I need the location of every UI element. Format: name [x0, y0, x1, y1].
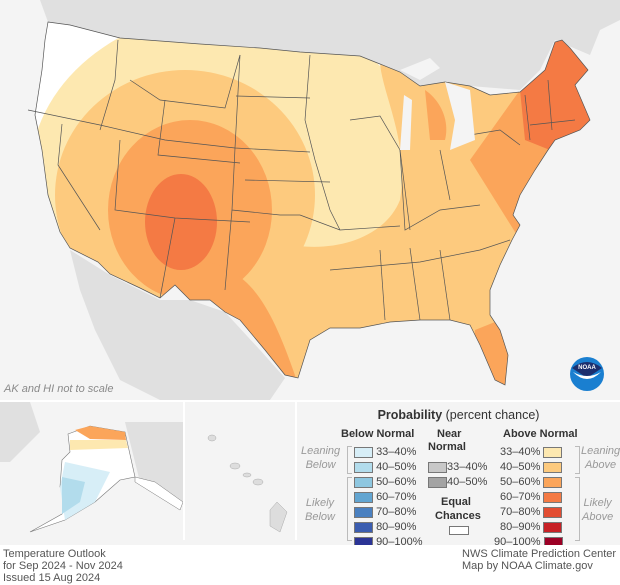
divider	[295, 402, 297, 540]
swatch	[428, 461, 447, 473]
below-normal-heading: Below Normal	[341, 428, 415, 440]
leaning-above-bracket	[575, 446, 580, 474]
below-item-40-50: 40–50%	[354, 461, 416, 474]
swatch	[354, 491, 373, 503]
above-item-40-50: 40–50%	[500, 461, 563, 474]
below-item-60-70: 60–70%	[354, 491, 416, 504]
legend-title: Probability (percent chance)	[377, 408, 540, 422]
swatch	[543, 491, 563, 503]
lake-superior	[400, 58, 440, 80]
alaska-inset	[0, 402, 183, 540]
footer-left: Temperature Outlook for Sep 2024 - Nov 2…	[3, 548, 123, 584]
map-issued: Issued 15 Aug 2024	[3, 572, 101, 584]
above-normal-heading: Above Normal	[503, 428, 578, 440]
below-item-33-40: 33–40%	[354, 446, 416, 459]
equal-chances-swatch	[449, 526, 469, 535]
divider	[0, 400, 620, 402]
likely-below-label: Likely Below	[305, 497, 335, 523]
swatch	[354, 476, 373, 488]
credit-line-2: Map by NOAA Climate.gov	[462, 560, 593, 572]
svg-text:NOAA: NOAA	[578, 365, 596, 371]
mexico-landmass	[70, 250, 285, 400]
likely-above-label: Likely Above	[582, 497, 614, 523]
lake-huron-erie	[445, 82, 475, 150]
above-item-80-90: 80–90%	[500, 521, 563, 534]
swatch	[543, 446, 563, 458]
equal-chances-label-1: Equal	[441, 496, 471, 508]
below-item-50-60: 50–60%	[354, 476, 416, 489]
legend: Probability (percent chance) Below Norma…	[297, 402, 620, 548]
leaning-below-bracket	[347, 446, 352, 474]
swatch	[354, 521, 373, 533]
credit-line-1: NWS Climate Prediction Center	[462, 548, 617, 560]
state-borders	[27, 21, 591, 386]
map-period: for Sep 2024 - Nov 2024	[3, 560, 123, 572]
swatch	[543, 461, 563, 473]
swatch	[354, 461, 373, 473]
leaning-below-label: Leaning Below	[301, 445, 341, 471]
swatch	[354, 446, 373, 458]
leaning-above-label: Leaning Above	[581, 445, 620, 471]
likely-below-bracket	[347, 477, 352, 541]
map-title: Temperature Outlook	[3, 548, 106, 560]
near-normal-heading-2: Normal	[428, 441, 466, 453]
near-normal-heading-1: Near	[437, 428, 462, 440]
above-item-50-60: 50–60%	[500, 476, 563, 489]
below-item-80-90: 80–90%	[354, 521, 416, 534]
scale-note: AK and HI not to scale	[4, 383, 114, 395]
equal-chances-label-2: Chances	[435, 510, 481, 522]
divider	[183, 402, 185, 540]
near-item-33-40: 33–40%	[428, 461, 487, 474]
swatch	[354, 506, 373, 518]
near-item-40-50: 40–50%	[428, 476, 487, 489]
above-item-33-40: 33–40%	[500, 446, 563, 459]
conus-map	[0, 0, 620, 400]
noaa-logo: NOAA	[569, 356, 605, 392]
swatch	[543, 476, 563, 488]
conus-map-graphic	[0, 0, 620, 400]
swatch	[543, 521, 563, 533]
lake-michigan	[400, 95, 412, 150]
hawaii-inset	[185, 402, 295, 540]
footer-right: NWS Climate Prediction Center Map by NOA…	[462, 548, 616, 572]
footer	[0, 545, 620, 585]
likely-above-bracket	[575, 477, 580, 541]
canada-landmass	[0, 0, 620, 90]
below-item-70-80: 70–80%	[354, 506, 416, 519]
above-item-60-70: 60–70%	[500, 491, 563, 504]
swatch	[543, 506, 563, 518]
swatch	[428, 476, 447, 488]
above-item-70-80: 70–80%	[500, 506, 563, 519]
